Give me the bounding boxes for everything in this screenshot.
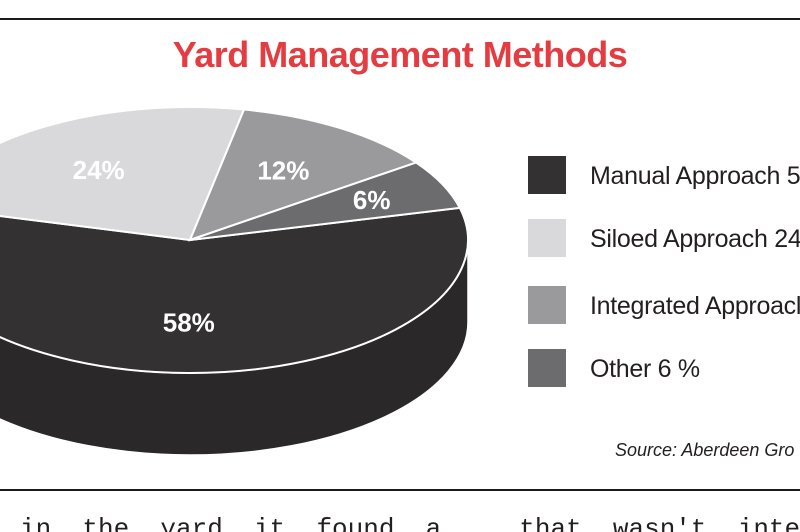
pie-slice xyxy=(188,108,419,242)
legend-label: Integrated Approacl xyxy=(590,292,800,320)
pie-data-label: 58% xyxy=(163,307,215,337)
pie-slice xyxy=(189,161,462,241)
legend-swatch xyxy=(528,156,566,194)
source-note: Source: Aberdeen Gro xyxy=(615,440,795,460)
bottom-rule xyxy=(0,489,800,491)
pie-data-label: 12% xyxy=(257,156,309,186)
legend-label: Siloed Approach 24 xyxy=(590,225,800,253)
legend-label: Manual Approach 5 xyxy=(590,162,800,190)
legend-label: Other 6 % xyxy=(590,355,700,383)
pie-slice xyxy=(0,206,469,374)
legend-swatch xyxy=(528,219,566,257)
pie-data-label: 6% xyxy=(353,185,391,215)
legend-swatch xyxy=(528,286,566,324)
pie-data-label: 24% xyxy=(73,155,125,185)
article-body-text: in the yard it found a that wasn't integ… xyxy=(20,514,800,532)
top-rule xyxy=(0,18,800,20)
legend-swatch xyxy=(528,349,566,387)
pie-slice xyxy=(0,106,246,242)
chart-title: Yard Management Methods xyxy=(172,34,628,75)
